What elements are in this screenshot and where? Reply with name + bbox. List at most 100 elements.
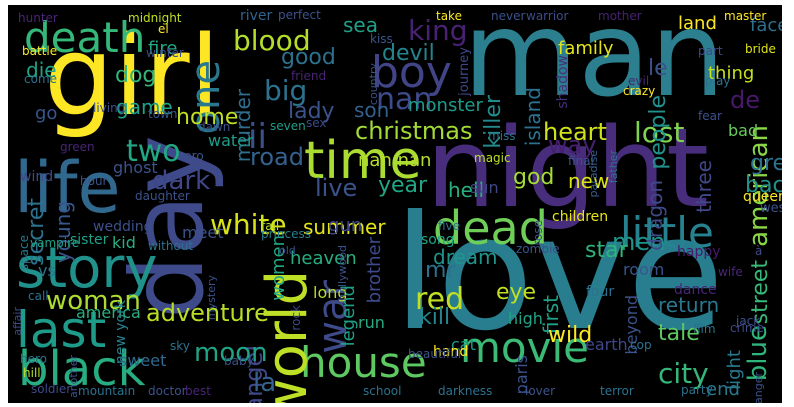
word-three: three bbox=[692, 160, 716, 213]
word-party: party bbox=[681, 383, 713, 397]
word-long: long bbox=[313, 283, 348, 302]
word-tale: tale bbox=[658, 321, 700, 346]
word-christmas: christmas bbox=[355, 117, 473, 145]
word-game: game bbox=[116, 95, 173, 119]
word-high: high bbox=[508, 309, 543, 328]
word-beautiful: beautiful bbox=[408, 347, 462, 361]
word-friend: friend bbox=[291, 69, 327, 83]
word-doctor: doctor bbox=[148, 384, 187, 398]
word-four: four bbox=[586, 284, 615, 300]
word-brother: brother bbox=[364, 237, 385, 304]
word-wind: wind bbox=[20, 169, 54, 185]
word-mother: mother bbox=[598, 9, 642, 23]
word-mystery: mystery bbox=[205, 275, 218, 321]
word-bad: bad bbox=[728, 121, 759, 140]
word-family: family bbox=[558, 38, 614, 59]
word-island: island bbox=[521, 87, 545, 147]
word-die: die bbox=[26, 58, 57, 82]
word-way: way bbox=[548, 131, 597, 159]
word-son: son bbox=[354, 98, 390, 122]
word-live: live bbox=[315, 174, 358, 202]
word-seven: seven bbox=[270, 119, 306, 133]
word-face: face bbox=[750, 15, 782, 36]
word-cop: cop bbox=[630, 338, 652, 352]
word-night: night bbox=[426, 104, 709, 232]
word-meet: meet bbox=[182, 223, 224, 242]
word-nan: nan bbox=[376, 82, 433, 117]
word-moon: moon bbox=[194, 338, 268, 368]
word-school: school bbox=[363, 384, 402, 398]
word-warrior: warrior bbox=[526, 9, 569, 23]
word-kill: kill bbox=[419, 305, 451, 330]
word-five: five bbox=[438, 219, 461, 233]
word-girl: girl bbox=[44, 12, 221, 140]
word-time: time bbox=[304, 131, 422, 191]
word-green: green bbox=[60, 140, 95, 154]
word-soldier: soldier bbox=[31, 382, 72, 396]
word-ghost: ghost bbox=[113, 158, 158, 177]
word-last: last bbox=[16, 301, 107, 359]
word-cat: cat bbox=[451, 335, 476, 354]
word-master: master bbox=[724, 9, 767, 23]
word-sex: sex bbox=[306, 116, 327, 130]
word-boy: boy bbox=[371, 47, 452, 98]
word-play: play bbox=[705, 74, 731, 88]
word-jack: jack bbox=[736, 314, 761, 328]
word-wild: wild bbox=[548, 323, 593, 348]
word-go: go bbox=[35, 103, 58, 124]
word-hill: hill bbox=[23, 366, 41, 380]
word-woman: woman bbox=[46, 286, 141, 316]
word-return: return bbox=[658, 293, 720, 317]
word-hollywood: hollywood bbox=[336, 245, 349, 301]
word-lover: lover bbox=[525, 384, 556, 398]
word-dark: dark bbox=[152, 166, 211, 196]
word-el: el bbox=[158, 22, 169, 36]
word-sun: sun bbox=[470, 178, 499, 197]
word-lost: lost bbox=[634, 116, 685, 149]
word-children: children bbox=[552, 209, 609, 225]
word-heaven: heaven bbox=[290, 248, 357, 269]
word-come: come bbox=[24, 72, 58, 86]
word-best: best bbox=[185, 384, 211, 398]
word-old: old bbox=[279, 244, 296, 257]
word-blood: blood bbox=[233, 24, 311, 57]
word-happy: happy bbox=[677, 244, 721, 260]
word-dead: dead bbox=[433, 201, 548, 255]
word-ii: ii bbox=[248, 117, 267, 157]
word-river: river bbox=[240, 8, 273, 24]
word-murder: murder bbox=[231, 89, 255, 163]
word-story: story bbox=[16, 236, 158, 301]
word-affair: affair bbox=[11, 307, 24, 336]
word-road: road bbox=[250, 143, 304, 171]
word-hour: hour bbox=[80, 174, 108, 188]
word-le: le bbox=[648, 56, 668, 81]
word-land: land bbox=[678, 13, 717, 34]
word-song: song bbox=[421, 232, 455, 248]
word-paradise: paradise bbox=[587, 150, 600, 198]
word-big: big bbox=[264, 74, 308, 107]
word-never: never bbox=[491, 9, 526, 23]
word-end: end bbox=[706, 379, 740, 400]
word-perfect: perfect bbox=[278, 8, 321, 22]
word-west: west bbox=[760, 201, 782, 216]
word-sister: sister bbox=[70, 232, 109, 248]
word-zombie: zombie bbox=[516, 242, 560, 256]
word-town: town bbox=[148, 107, 178, 121]
word-midnight: midnight bbox=[128, 11, 182, 25]
word-lady: lady bbox=[288, 99, 335, 124]
word-cloud: man girl love night day life time dead story last… bbox=[8, 5, 782, 403]
word-sea: sea bbox=[343, 13, 378, 37]
word-nan-nan: nan nan bbox=[358, 150, 432, 171]
word-country: country bbox=[367, 63, 380, 106]
word-terror: terror bbox=[600, 384, 634, 398]
word-new: new bbox=[568, 169, 610, 193]
word-queen: queen bbox=[743, 189, 782, 205]
word-darkness: darkness bbox=[438, 384, 493, 398]
word-heart: heart bbox=[543, 118, 607, 146]
word-dance: dance bbox=[674, 282, 717, 298]
word-journey: journey bbox=[457, 47, 472, 96]
word-kid: kid bbox=[112, 233, 136, 252]
word-adventure: adventure bbox=[146, 299, 269, 327]
word-father: father bbox=[607, 150, 620, 184]
word-home: home bbox=[176, 105, 239, 130]
